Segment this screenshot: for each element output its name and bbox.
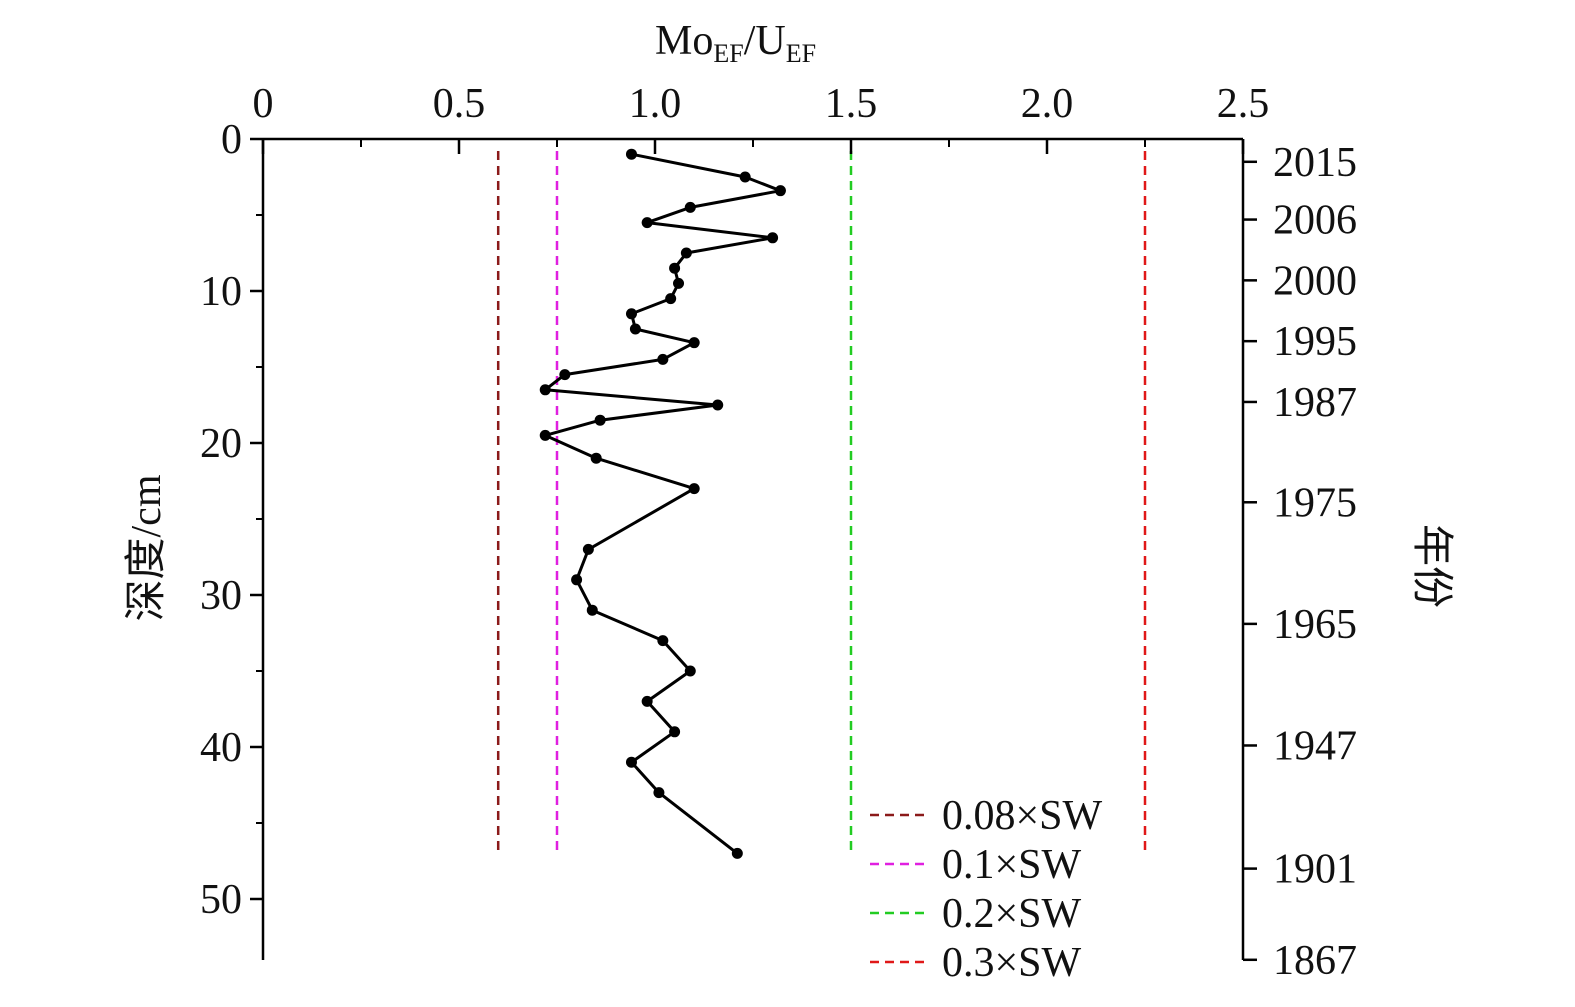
y-tick-label: 30 bbox=[200, 573, 242, 619]
axes bbox=[250, 137, 1257, 962]
data-point bbox=[665, 293, 677, 305]
legend-item: 0.3×SW bbox=[870, 940, 1082, 986]
reference-lines bbox=[496, 151, 1147, 854]
data-point bbox=[673, 277, 685, 289]
y2-tick-label: 1965 bbox=[1273, 602, 1357, 648]
data-point bbox=[669, 726, 681, 738]
data-point bbox=[680, 247, 692, 259]
y2-tick-label: 1901 bbox=[1273, 847, 1357, 893]
data-point bbox=[657, 635, 669, 647]
y2-tick-label: 1995 bbox=[1273, 319, 1357, 365]
legend-label: 0.08×SW bbox=[942, 793, 1103, 839]
y-tick-label: 40 bbox=[200, 725, 242, 771]
y2-tick-label: 1987 bbox=[1273, 380, 1357, 426]
data-point bbox=[712, 399, 724, 411]
data-point bbox=[590, 452, 602, 464]
y2-tick-label: 2000 bbox=[1273, 258, 1357, 304]
series-line bbox=[543, 152, 782, 855]
x-tick-label: 2.0 bbox=[1021, 81, 1074, 127]
data-point bbox=[539, 384, 551, 396]
y-tick-label: 0 bbox=[221, 117, 242, 163]
data-point bbox=[641, 217, 653, 229]
legend-item: 0.1×SW bbox=[870, 842, 1082, 888]
y-tick-label: 50 bbox=[200, 877, 242, 923]
y2-axis-title: 年份 bbox=[1408, 524, 1455, 608]
data-point bbox=[625, 148, 637, 160]
data-series bbox=[539, 148, 786, 859]
y2-tick-label: 1975 bbox=[1273, 480, 1357, 526]
data-point bbox=[739, 171, 751, 183]
data-point bbox=[629, 323, 641, 335]
data-point bbox=[641, 695, 653, 707]
data-point bbox=[653, 787, 665, 799]
x-tick-label: 2.5 bbox=[1217, 81, 1270, 127]
x-axis-title: MoEF/UEF bbox=[655, 18, 816, 68]
legend-label: 0.3×SW bbox=[942, 940, 1082, 986]
axis-text: 0 0.5 1.0 1.5 2.0 2.5 0 10 20 30 40 50 2015 2006 2000 1… bbox=[124, 18, 1455, 984]
x-tick-label: 1.0 bbox=[629, 81, 682, 127]
data-point bbox=[688, 337, 700, 349]
data-point bbox=[559, 369, 571, 381]
data-point bbox=[669, 262, 681, 274]
data-point bbox=[571, 574, 583, 586]
y-axis-title: 深度/cm bbox=[124, 474, 170, 621]
data-point bbox=[688, 483, 700, 495]
legend: 0.08×SW0.1×SW0.2×SW0.3×SW bbox=[870, 793, 1103, 986]
y-tick-label: 10 bbox=[200, 269, 242, 315]
data-point bbox=[767, 232, 779, 244]
data-point bbox=[582, 543, 594, 555]
data-point bbox=[774, 185, 786, 197]
data-point bbox=[684, 201, 696, 213]
legend-item: 0.08×SW bbox=[870, 793, 1103, 839]
data-point bbox=[731, 847, 743, 859]
legend-label: 0.1×SW bbox=[942, 842, 1082, 888]
x-tick-label: 0 bbox=[253, 81, 274, 127]
data-point bbox=[657, 353, 669, 365]
y2-tick-label: 1947 bbox=[1273, 723, 1357, 769]
data-point bbox=[625, 308, 637, 320]
legend-item: 0.2×SW bbox=[870, 891, 1082, 937]
y-tick-label: 20 bbox=[200, 421, 242, 467]
x-tick-label: 0.5 bbox=[433, 81, 486, 127]
legend-label: 0.2×SW bbox=[942, 891, 1082, 937]
y2-tick-label: 1867 bbox=[1273, 938, 1357, 984]
data-point bbox=[594, 414, 606, 426]
data-point bbox=[539, 429, 551, 441]
x-tick-label: 1.5 bbox=[825, 81, 878, 127]
y2-tick-label: 2006 bbox=[1273, 198, 1357, 244]
data-point bbox=[586, 604, 598, 616]
y2-tick-label: 2015 bbox=[1273, 140, 1357, 186]
data-point bbox=[684, 665, 696, 677]
data-point bbox=[625, 756, 637, 768]
